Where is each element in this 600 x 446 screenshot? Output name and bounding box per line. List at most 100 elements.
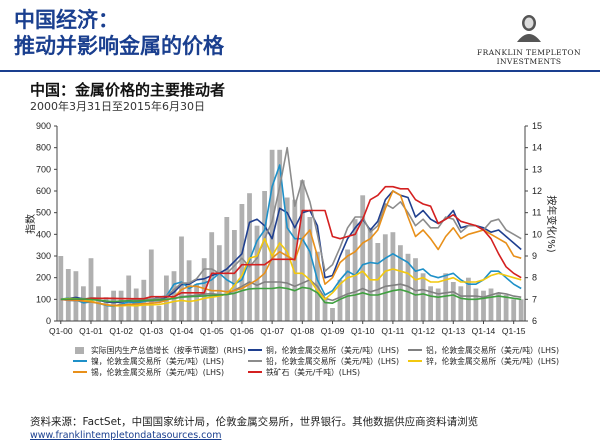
x-tick-label: Q1-15 — [502, 326, 526, 336]
gdp-bar — [496, 292, 501, 321]
right-tick-label: 14 — [532, 143, 542, 153]
gdp-bar — [367, 227, 373, 321]
gdp-bar — [81, 286, 86, 321]
legend-label: 锌，伦敦金属交易所（美元/吨）(LHS) — [426, 356, 559, 366]
gdp-bar — [65, 269, 71, 321]
gdp-bar — [103, 297, 109, 321]
gdp-bar — [398, 245, 403, 321]
gdp-bar — [299, 180, 305, 321]
left-tick-label: 400 — [36, 229, 51, 239]
source-note: 资料来源：FactSet，中国国家统计局，伦敦金属交易所，世界银行。其他数据供应… — [30, 416, 479, 428]
gdp-bar — [156, 305, 162, 321]
chart-title: 中国：金属价格的主要推动者 — [30, 81, 226, 99]
franklin-portrait-icon — [517, 15, 541, 42]
x-tick-label: Q1-07 — [260, 326, 284, 336]
right-tick-label: 9 — [532, 251, 537, 261]
gdp-bar — [330, 308, 335, 321]
gdp-bar — [216, 245, 222, 321]
x-tick-label: Q1-04 — [170, 326, 194, 336]
gdp-bar — [435, 288, 441, 321]
x-tick-label: Q1-05 — [200, 326, 224, 336]
legend-label: 铝，伦敦金属交易所（美元/吨）(LHS) — [426, 345, 559, 355]
series-line — [60, 164, 522, 308]
gdp-bar — [413, 258, 418, 321]
series-line — [60, 237, 522, 307]
legend-label: 镍，伦敦金属交易所（美元/吨）(LHS) — [91, 356, 224, 366]
gdp-bar — [443, 273, 449, 321]
legend-label: 铅，伦敦金属交易所（美元/吨）(LHS) — [266, 356, 399, 366]
gdp-bar — [488, 288, 494, 321]
logo-text-line2: INVESTMENTS — [496, 57, 562, 66]
left-tick-label: 500 — [36, 208, 51, 218]
x-tick-label: Q1-09 — [321, 326, 345, 336]
gdp-bar — [352, 219, 358, 321]
gdp-bar — [390, 232, 396, 321]
gdp-bar — [360, 195, 366, 321]
header-divider — [0, 70, 600, 72]
gdp-bar — [473, 288, 479, 321]
left-tick-label: 100 — [36, 294, 51, 304]
left-tick-label: 600 — [36, 186, 51, 196]
gdp-bar — [179, 236, 184, 321]
x-tick-label: Q1-10 — [351, 326, 375, 336]
left-tick-label: 700 — [36, 164, 51, 174]
legend-swatch — [75, 347, 84, 354]
franklin-templeton-logo: FRANKLIN TEMPLETON INVESTMENTS — [470, 12, 588, 66]
legend-label: 铜，伦敦金属交易所（美元/吨）(LHS) — [266, 345, 399, 355]
gdp-bar — [277, 149, 283, 321]
gdp-bar — [503, 295, 509, 321]
gdp-bar — [58, 256, 64, 321]
left-tick-label: 0 — [46, 316, 51, 326]
gdp-bar — [382, 234, 388, 321]
x-tick-label: Q1-01 — [79, 326, 103, 336]
x-tick-label: Q1-13 — [441, 326, 465, 336]
gdp-bar — [345, 249, 350, 321]
right-tick-label: 11 — [532, 208, 541, 218]
right-tick-label: 12 — [532, 186, 542, 196]
page-title-line2: 推动并影响金属的价格 — [14, 34, 224, 58]
gdp-bar — [148, 249, 154, 321]
x-tick-label: Q1-00 — [49, 326, 73, 336]
x-tick-label: Q1-03 — [140, 326, 164, 336]
right-tick-label: 10 — [532, 229, 542, 239]
gdp-bar — [262, 191, 267, 321]
gdp-bar — [420, 273, 426, 321]
legend-label: 铁矿石（美元/千吨）(LHS) — [266, 367, 360, 377]
gdp-bar — [239, 204, 245, 321]
gdp-bar — [254, 225, 260, 321]
gdp-bar — [322, 299, 328, 321]
series-line — [60, 190, 522, 307]
right-tick-label: 13 — [532, 164, 542, 174]
x-tick-label: Q1-06 — [230, 326, 254, 336]
logo-text-line1: FRANKLIN TEMPLETON — [477, 48, 581, 57]
x-tick-label: Q1-14 — [472, 326, 496, 336]
gdp-bar — [164, 275, 169, 321]
left-tick-label: 900 — [36, 121, 51, 131]
right-tick-label: 6 — [532, 316, 537, 326]
x-tick-label: Q1-02 — [109, 326, 133, 336]
right-axis-title: 按年变化(%) — [545, 195, 558, 252]
left-tick-label: 800 — [36, 143, 51, 153]
gdp-bar — [375, 243, 381, 321]
gdp-bar — [88, 258, 94, 321]
x-tick-label: Q1-12 — [411, 326, 435, 336]
source-link[interactable]: www.franklintempletondatasources.com — [30, 430, 222, 441]
gdp-bar — [481, 290, 486, 321]
right-tick-label: 7 — [532, 294, 537, 304]
gdp-bar — [337, 279, 343, 321]
gdp-bar — [194, 284, 199, 321]
legend-label: 锡，伦敦金属交易所（美元/吨）(LHS) — [91, 367, 224, 377]
series-line — [60, 286, 522, 304]
gdp-bar — [247, 193, 252, 321]
gdp-bar — [186, 260, 192, 321]
gdp-bar — [428, 286, 433, 321]
right-tick-label: 15 — [532, 121, 542, 131]
left-tick-label: 300 — [36, 251, 51, 261]
left-axis-title: 指数 — [24, 214, 37, 234]
series-line — [60, 146, 522, 302]
right-tick-label: 8 — [532, 273, 537, 283]
gdp-bar — [307, 217, 313, 321]
chart-subtitle: 2000年3月31日至2015年6月30日 — [30, 100, 205, 113]
gdp-bar — [458, 286, 464, 321]
gdp-bar — [232, 230, 237, 321]
